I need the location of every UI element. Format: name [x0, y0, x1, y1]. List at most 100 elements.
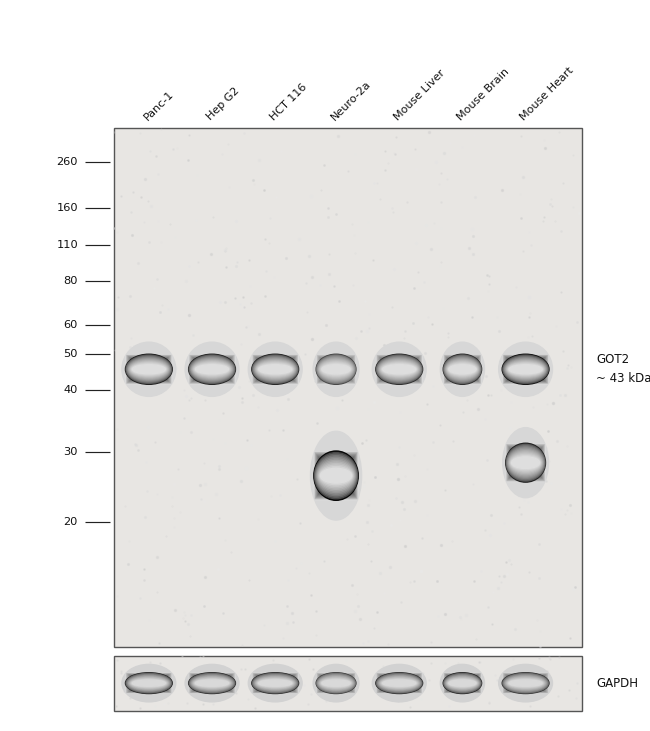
FancyBboxPatch shape: [509, 676, 542, 690]
FancyBboxPatch shape: [503, 355, 549, 384]
FancyBboxPatch shape: [130, 675, 168, 692]
FancyBboxPatch shape: [190, 673, 234, 693]
FancyBboxPatch shape: [263, 678, 287, 688]
FancyBboxPatch shape: [195, 359, 229, 379]
Ellipse shape: [378, 357, 421, 382]
Ellipse shape: [185, 664, 239, 702]
FancyBboxPatch shape: [515, 455, 536, 471]
Ellipse shape: [319, 465, 353, 486]
FancyBboxPatch shape: [379, 357, 419, 382]
Ellipse shape: [382, 678, 417, 688]
Ellipse shape: [131, 678, 166, 688]
FancyBboxPatch shape: [319, 357, 353, 382]
Ellipse shape: [510, 452, 541, 474]
FancyBboxPatch shape: [194, 675, 231, 691]
FancyBboxPatch shape: [447, 675, 478, 691]
FancyBboxPatch shape: [448, 676, 476, 690]
FancyBboxPatch shape: [384, 360, 415, 379]
Ellipse shape: [381, 678, 417, 688]
FancyBboxPatch shape: [506, 357, 545, 382]
FancyBboxPatch shape: [135, 678, 162, 689]
FancyBboxPatch shape: [322, 463, 350, 488]
FancyBboxPatch shape: [134, 678, 164, 689]
FancyBboxPatch shape: [384, 361, 414, 378]
FancyBboxPatch shape: [324, 464, 348, 487]
FancyBboxPatch shape: [504, 674, 547, 692]
FancyBboxPatch shape: [320, 357, 352, 381]
Ellipse shape: [313, 664, 359, 702]
Text: GOT2
~ 43 kDa: GOT2 ~ 43 kDa: [596, 353, 650, 385]
Ellipse shape: [379, 359, 419, 379]
FancyBboxPatch shape: [130, 357, 168, 381]
FancyBboxPatch shape: [377, 673, 421, 693]
Ellipse shape: [195, 364, 229, 375]
FancyBboxPatch shape: [192, 357, 232, 382]
Ellipse shape: [508, 447, 544, 478]
FancyBboxPatch shape: [321, 676, 351, 690]
Ellipse shape: [506, 360, 545, 379]
FancyBboxPatch shape: [452, 678, 473, 688]
Ellipse shape: [313, 342, 359, 396]
Ellipse shape: [125, 673, 172, 694]
FancyBboxPatch shape: [509, 447, 542, 479]
FancyBboxPatch shape: [194, 358, 231, 381]
Text: 260: 260: [57, 156, 78, 167]
Ellipse shape: [255, 676, 295, 690]
FancyBboxPatch shape: [507, 675, 544, 691]
Ellipse shape: [448, 678, 477, 688]
Ellipse shape: [133, 365, 165, 374]
FancyBboxPatch shape: [252, 355, 298, 385]
FancyBboxPatch shape: [316, 673, 356, 694]
FancyBboxPatch shape: [387, 679, 411, 687]
FancyBboxPatch shape: [318, 356, 354, 383]
FancyBboxPatch shape: [257, 675, 293, 691]
Ellipse shape: [448, 363, 477, 376]
FancyBboxPatch shape: [320, 675, 352, 691]
FancyBboxPatch shape: [254, 356, 297, 383]
FancyBboxPatch shape: [324, 361, 348, 378]
FancyBboxPatch shape: [193, 675, 231, 692]
Ellipse shape: [129, 676, 169, 690]
FancyBboxPatch shape: [254, 674, 296, 692]
FancyBboxPatch shape: [197, 678, 227, 689]
Ellipse shape: [255, 677, 295, 689]
FancyBboxPatch shape: [446, 674, 479, 692]
FancyBboxPatch shape: [508, 675, 543, 691]
Ellipse shape: [509, 450, 542, 474]
FancyBboxPatch shape: [512, 450, 540, 474]
FancyBboxPatch shape: [126, 355, 172, 384]
FancyBboxPatch shape: [193, 357, 231, 381]
Ellipse shape: [192, 359, 232, 379]
FancyBboxPatch shape: [447, 675, 478, 692]
Ellipse shape: [128, 675, 170, 691]
Ellipse shape: [190, 675, 233, 692]
FancyBboxPatch shape: [317, 673, 356, 693]
Ellipse shape: [248, 664, 302, 702]
FancyBboxPatch shape: [378, 674, 421, 692]
FancyBboxPatch shape: [450, 678, 474, 689]
FancyBboxPatch shape: [315, 453, 356, 498]
FancyBboxPatch shape: [385, 678, 413, 689]
Ellipse shape: [252, 355, 298, 385]
Ellipse shape: [258, 679, 292, 687]
FancyBboxPatch shape: [504, 674, 547, 692]
FancyBboxPatch shape: [505, 357, 546, 382]
FancyBboxPatch shape: [257, 358, 294, 381]
Ellipse shape: [193, 361, 231, 378]
Ellipse shape: [257, 678, 294, 688]
FancyBboxPatch shape: [514, 363, 538, 376]
Ellipse shape: [126, 355, 172, 383]
FancyBboxPatch shape: [376, 355, 422, 385]
Ellipse shape: [132, 364, 166, 375]
FancyBboxPatch shape: [506, 675, 545, 692]
Ellipse shape: [446, 359, 479, 379]
Ellipse shape: [440, 342, 484, 396]
Ellipse shape: [449, 680, 476, 686]
Ellipse shape: [315, 452, 358, 499]
Ellipse shape: [447, 360, 478, 379]
Text: 40: 40: [64, 385, 78, 395]
Ellipse shape: [317, 356, 355, 382]
FancyBboxPatch shape: [320, 460, 352, 492]
FancyBboxPatch shape: [197, 677, 227, 689]
Ellipse shape: [322, 365, 350, 374]
